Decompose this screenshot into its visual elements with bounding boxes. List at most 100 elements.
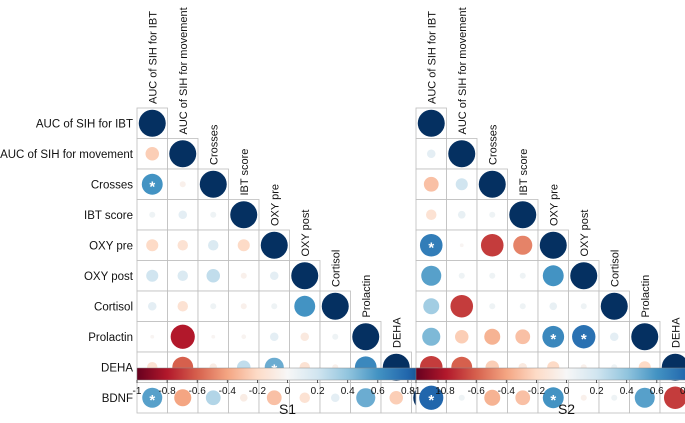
correlation-circle (489, 272, 496, 279)
correlation-circle (539, 231, 567, 259)
colorbar-tick-label: 0 (285, 386, 291, 397)
row-label: AUC of SIH for IBT (36, 118, 133, 130)
colorbar-tick-label: -0.8 (158, 386, 176, 397)
colorbar-tick-label: 0.8 (401, 386, 415, 397)
correlation-circle (260, 231, 288, 259)
correlation-circle (138, 109, 166, 137)
colorbar (415, 367, 685, 381)
correlation-circle (455, 330, 469, 344)
correlation-circle (509, 201, 537, 229)
row-label: OXY pre (89, 240, 133, 252)
colorbars: -1 -0.8 -0.6 -0.4 -0.2 0 0.2 0.4 0.6 0.8 1 S1 -1 -0.8… (133, 367, 685, 417)
correlation-circle (271, 303, 278, 310)
correlation-circle (417, 109, 445, 137)
significance-star: * (149, 178, 155, 195)
correlation-circle (448, 140, 476, 168)
colorbar-tick-label: -0.6 (189, 386, 207, 397)
colorbar-tick-label: 1 (435, 386, 441, 397)
correlation-circle (230, 201, 258, 229)
significance-star: * (550, 392, 556, 409)
correlation-circle (177, 270, 188, 281)
correlation-circle (423, 298, 440, 315)
correlation-circle (450, 294, 474, 318)
correlation-circle (489, 303, 496, 310)
row-label: Prolactin (88, 332, 133, 344)
correlation-circle (580, 394, 587, 401)
correlation-circle (458, 272, 465, 279)
significance-star: * (581, 331, 587, 348)
correlation-circle (299, 392, 310, 403)
correlation-circle (611, 394, 618, 401)
correlation-circle (240, 303, 247, 310)
correlation-circle (489, 211, 496, 218)
column-label: Cortisol (609, 250, 621, 287)
colorbar-tick-label: 0.4 (620, 386, 634, 397)
correlation-circle (210, 211, 217, 218)
column-label: AUC of SIH for IBT (426, 11, 438, 104)
correlation-circle (330, 393, 340, 403)
colorbar-tick-label: -0.2 (528, 386, 546, 397)
panel-s2: AUC of SIH for IBT AUC of SIH for movemen… (415, 7, 685, 414)
colorbar-tick-label: 0 (564, 386, 570, 397)
correlation-circle (572, 325, 596, 349)
colorbar-tick-label: 0.2 (590, 386, 604, 397)
correlation-circle (147, 301, 157, 311)
column-label: Crosses (208, 124, 220, 165)
colorbar (136, 367, 439, 381)
column-label: AUC of SIH for IBT (147, 11, 159, 104)
correlation-circle (542, 325, 565, 348)
correlation-circle (146, 269, 159, 282)
correlation-circle (457, 210, 466, 219)
correlation-circle (542, 387, 564, 409)
colorbar-tick-label: 0.6 (650, 386, 664, 397)
correlation-circle (150, 334, 155, 339)
correlation-circle (515, 329, 531, 345)
significance-star: * (149, 392, 155, 409)
correlation-circle (145, 147, 159, 161)
correlation-circle (542, 265, 564, 287)
row-label: Cortisol (94, 301, 133, 313)
correlation-circle (142, 387, 163, 408)
correlation-circle (239, 393, 248, 402)
correlation-circle (459, 243, 464, 248)
correlation-circle (179, 181, 186, 188)
correlation-circle (240, 272, 247, 279)
column-label: OXY pre (548, 184, 560, 226)
column-label: IBT score (239, 149, 251, 196)
correlation-circle (458, 394, 465, 401)
row-label: AUC of SIH for movement (0, 149, 134, 161)
correlation-circle (266, 390, 282, 406)
correlation-circle (178, 210, 188, 220)
correlation-circle (580, 303, 587, 310)
correlation-circle (484, 328, 501, 345)
correlation-circle (177, 301, 188, 312)
correlation-circle (269, 271, 279, 281)
correlation-circle (455, 178, 468, 191)
correlation-circle (300, 332, 310, 342)
column-label: Prolactin (640, 275, 652, 318)
correlation-circle (419, 385, 444, 410)
colorbar-tick-label: -1 (412, 386, 421, 397)
correlation-circle (332, 333, 339, 340)
correlation-circle (170, 324, 195, 349)
correlation-circle (174, 389, 192, 407)
correlation-circle (634, 387, 655, 408)
column-label: AUC of SIH for movement (457, 7, 469, 134)
correlation-circle (291, 262, 319, 290)
correlation-circle (570, 262, 598, 290)
correlation-circle (149, 211, 156, 218)
colorbar-tick-label: 0.4 (341, 386, 355, 397)
correlation-circle (519, 272, 526, 279)
column-label: IBT score (518, 149, 530, 196)
colorbar-tick-label: -0.6 (468, 386, 486, 397)
row-labels: AUC of SIH for IBT AUC of SIH for movemen… (0, 118, 134, 405)
correlation-circle (389, 391, 403, 405)
column-label: Crosses (487, 124, 499, 165)
column-label: Prolactin (361, 275, 373, 318)
significance-star: * (428, 392, 434, 409)
correlation-circle (177, 240, 188, 251)
correlation-circle (426, 149, 436, 159)
correlation-circle (356, 388, 376, 408)
colorbar-tick-label: 0.6 (371, 386, 385, 397)
